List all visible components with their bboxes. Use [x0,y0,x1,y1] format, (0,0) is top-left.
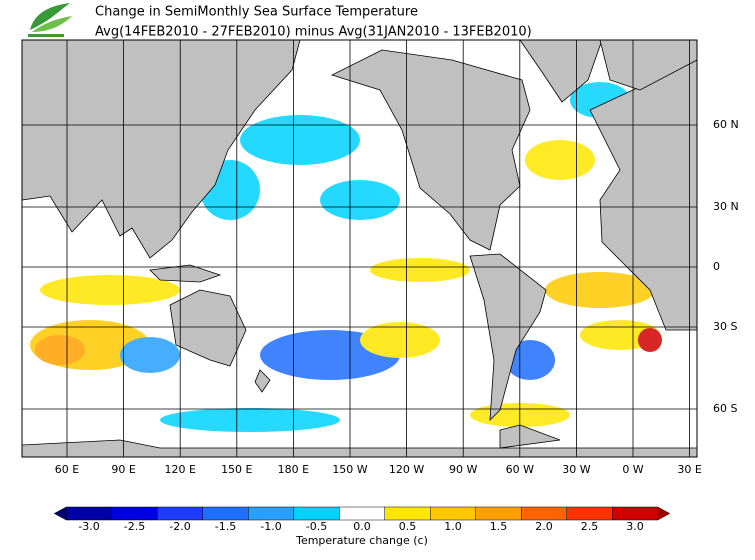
colorbar-swatch [202,506,249,521]
colorbar-swatch [566,506,613,521]
lat-label: 60 S [713,402,737,415]
lon-label: 30 W [562,463,590,476]
colorbar-swatch [339,506,385,521]
lon-label: 90 W [449,463,477,476]
colorbar-tick-label: 1.5 [490,520,508,533]
colorbar-swatch [430,506,476,521]
lat-label: 0 [713,260,720,273]
lon-label: 30 E [677,463,701,476]
colorbar-swatch [111,506,158,521]
logo [28,3,72,37]
colorbar-swatch [248,506,294,521]
colorbar-swatch [475,506,522,521]
colorbar-title: Temperature change (c) [295,534,428,547]
colorbar-tick-label: 0.0 [353,520,371,533]
colorbar-over [657,506,671,521]
lat-label: 30 S [713,320,737,333]
title: Change in SemiMonthly Sea Surface Temper… [95,5,418,20]
colorbar: -3.0 -2.5 -2.0 -1.5 -1.0 -0.5 0.0 0.5 1.0 1.5 2.0 2… [53,506,671,533]
lon-label: 90 E [111,463,135,476]
lon-label: 120 E [164,463,195,476]
graticule [22,40,697,457]
colorbar-swatch [384,506,431,521]
colorbar-tick-label: -0.5 [306,520,327,533]
colorbar-swatch [293,506,340,521]
colorbar-swatch [157,506,203,521]
colorbar-tick-label: -2.5 [124,520,145,533]
land [21,39,698,458]
lat-label: 30 N [713,200,739,213]
subtitle: Avg(14FEB2010 - 27FEB2010) minus Avg(31J… [95,25,532,40]
colorbar-swatch [612,506,658,521]
colorbar-tick-label: 0.5 [399,520,417,533]
map [21,39,698,458]
lon-label: 0 W [622,463,643,476]
colorbar-swatch [521,506,567,521]
colorbar-tick-label: -1.0 [260,520,281,533]
lon-label: 150 E [221,463,252,476]
colorbar-tick-label: -3.0 [78,520,99,533]
colorbar-tick-label: 1.0 [444,520,462,533]
lon-label: 150 W [332,463,367,476]
lon-label: 60 E [55,463,79,476]
colorbar-tick-label: -2.0 [169,520,190,533]
lon-label: 180 E [278,463,309,476]
lon-label: 60 W [506,463,534,476]
colorbar-tick-label: 2.0 [535,520,553,533]
colorbar-tick-label: 2.5 [581,520,599,533]
colorbar-tick-label: -1.5 [215,520,236,533]
lat-label: 60 N [713,118,739,131]
lon-label: 120 W [389,463,424,476]
colorbar-swatch [66,506,112,521]
colorbar-tick-label: 3.0 [626,520,644,533]
colorbar-under [53,506,67,521]
